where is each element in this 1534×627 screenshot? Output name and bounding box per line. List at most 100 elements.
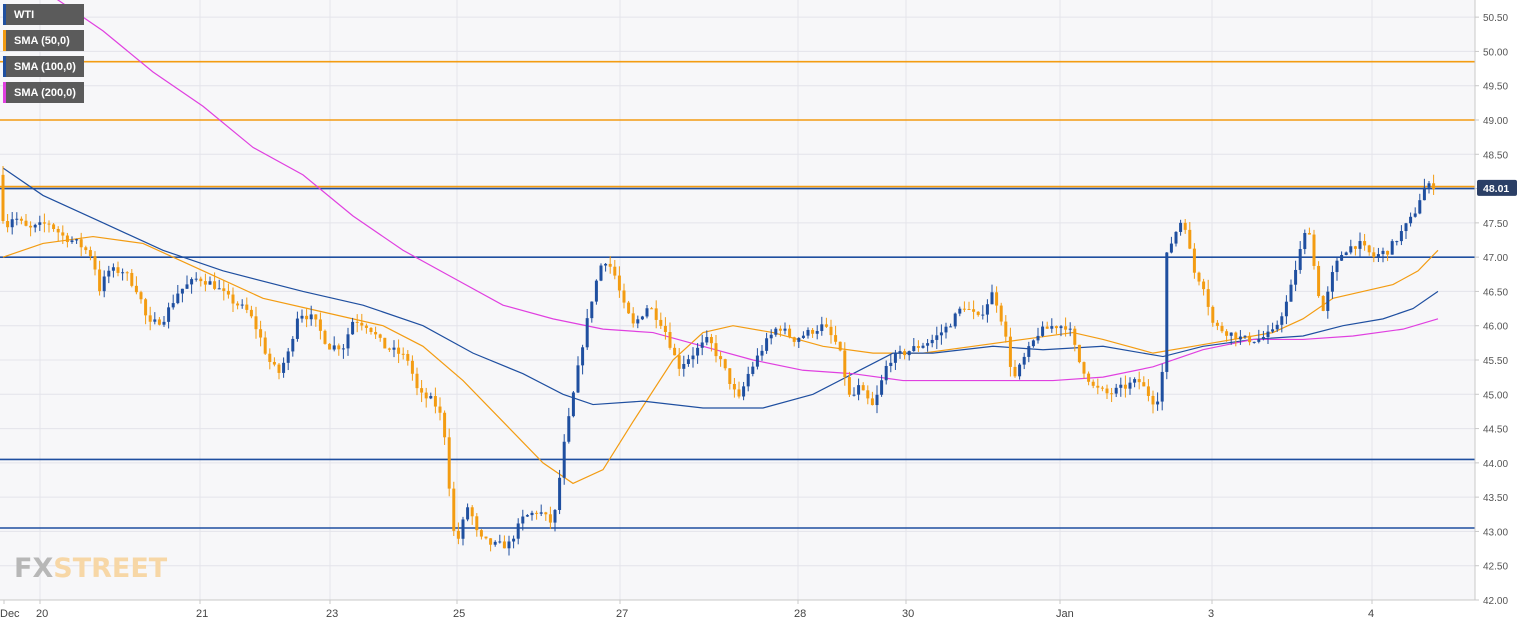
candle-body <box>893 352 897 363</box>
candle-body <box>337 345 341 350</box>
candle-body <box>456 530 460 539</box>
candle-body <box>1123 384 1127 389</box>
candle-body <box>121 272 125 274</box>
candle-body <box>493 541 497 545</box>
candle-body <box>282 362 286 373</box>
candle-body <box>1271 329 1275 332</box>
indicator-legend: WTI SMA (50,0) SMA (100,0) SMA (200,0) <box>3 4 84 108</box>
candle-body <box>728 368 732 384</box>
candle-body <box>268 353 272 362</box>
candle-body <box>226 290 230 295</box>
legend-item-sma-50[interactable]: SMA (50,0) <box>3 30 84 51</box>
candle-body <box>930 339 934 344</box>
candle-body <box>1064 326 1068 330</box>
candle-body <box>65 235 69 243</box>
candle-body <box>774 328 778 335</box>
candle-body <box>332 345 336 350</box>
candle-body <box>636 319 640 324</box>
candle-body <box>438 406 442 413</box>
candle-body <box>599 265 603 281</box>
candle-body <box>1280 316 1284 325</box>
candle-body <box>539 512 543 514</box>
candle-body <box>134 285 138 293</box>
candle-body <box>824 324 828 327</box>
candle-body <box>406 353 410 361</box>
candle-body <box>1183 222 1187 230</box>
candle-body <box>153 319 157 322</box>
candle-body <box>765 338 769 351</box>
candle-body <box>548 514 552 523</box>
candle-body <box>1110 393 1114 395</box>
candle-body <box>1142 382 1146 387</box>
candle-body <box>650 308 654 310</box>
candle-body <box>420 388 424 393</box>
candle-body <box>139 292 143 300</box>
candle-body <box>479 530 483 537</box>
candle-body <box>130 272 134 286</box>
candle-body <box>696 347 700 356</box>
candle-body <box>1008 336 1012 367</box>
y-tick-label: 42.50 <box>1483 562 1508 573</box>
candle-body <box>498 541 502 543</box>
candle-body <box>686 359 690 364</box>
candle-body <box>1238 336 1242 340</box>
legend-item-sma-200[interactable]: SMA (200,0) <box>3 82 84 103</box>
candle-body <box>737 389 741 397</box>
x-tick-label: 20 <box>36 608 48 620</box>
candle-body <box>1165 252 1169 372</box>
candle-body <box>415 373 419 389</box>
candle-body <box>815 331 819 334</box>
candle-body <box>157 319 161 325</box>
candle-body <box>516 523 520 539</box>
moving-averages <box>2 0 1439 485</box>
candle-body <box>1252 341 1256 343</box>
candle-body <box>544 512 548 515</box>
candle-body <box>489 538 493 545</box>
candle-body <box>604 263 608 266</box>
candle-body <box>1372 252 1376 258</box>
candle-body <box>1409 216 1413 224</box>
candle-body <box>401 353 405 355</box>
candle-body <box>360 322 364 326</box>
y-tick-label: 49.50 <box>1483 82 1508 93</box>
x-tick-label: 3 <box>1208 608 1214 620</box>
candle-body <box>180 288 184 294</box>
candle-body <box>1215 322 1219 326</box>
candle-body <box>916 346 920 348</box>
candle-body <box>783 328 787 331</box>
candle-body <box>985 304 989 315</box>
candle-body <box>314 314 318 320</box>
candle-body <box>1349 246 1353 253</box>
candle-body <box>52 224 56 229</box>
candle-body <box>1068 328 1072 330</box>
candle-body <box>309 314 313 320</box>
candle-body <box>935 335 939 340</box>
x-tick-label: Dec <box>0 608 20 620</box>
candle-body <box>10 219 14 228</box>
candle-body <box>898 351 902 353</box>
candle-body <box>1073 328 1077 345</box>
logo-fx: FX <box>14 553 54 584</box>
candle-body <box>820 324 824 332</box>
candle-body <box>1179 222 1183 232</box>
plot-area <box>0 0 1475 600</box>
candle-body <box>410 360 414 374</box>
candle-body <box>1022 356 1026 365</box>
candle-body <box>374 331 378 335</box>
candle-body <box>1146 386 1150 396</box>
x-tick-label: 4 <box>1368 608 1374 620</box>
candle-body <box>1188 229 1192 249</box>
candle-body <box>272 361 276 365</box>
candle-body <box>631 313 635 324</box>
legend-item-wti[interactable]: WTI <box>3 4 84 25</box>
candle-body <box>203 281 207 285</box>
candle-body <box>843 350 847 378</box>
legend-item-sma-100[interactable]: SMA (100,0) <box>3 56 84 77</box>
candle-body <box>125 272 129 274</box>
y-tick-label: 50.50 <box>1483 13 1508 24</box>
candle-body <box>723 359 727 369</box>
candle-body <box>581 347 585 366</box>
y-tick-label: 50.00 <box>1483 47 1508 58</box>
sma-50-line <box>2 235 1439 485</box>
